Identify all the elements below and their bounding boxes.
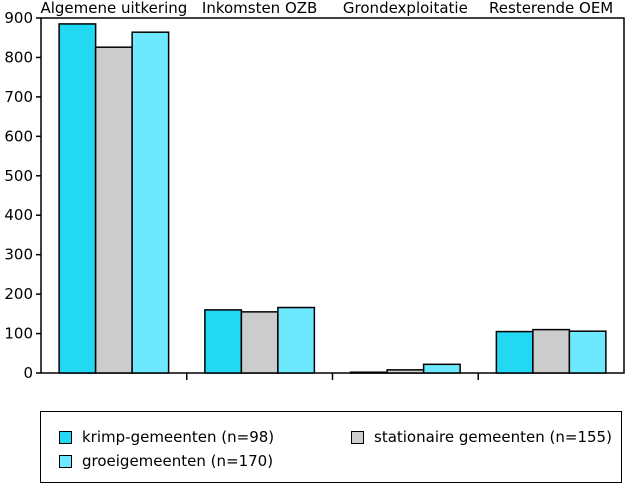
bar <box>94 46 133 374</box>
legend-item-groei: groeigemeenten (n=170) <box>59 452 273 470</box>
y-tick-label: 800 <box>4 48 33 66</box>
category-label: Algemene uitkering <box>40 0 187 17</box>
y-tick-label: 600 <box>4 127 33 145</box>
category-labels: Algemene uitkering Inkomsten OZB Grondexpl… <box>40 0 613 380</box>
legend-swatch-krimp <box>59 430 72 444</box>
legend-label-groei: groeigemeenten (n=170) <box>82 452 274 470</box>
legend-swatch-groei <box>59 454 72 468</box>
bar <box>277 306 316 374</box>
y-axis-ticks: 0 100 200 300 400 500 600 700 800 900 <box>4 9 41 382</box>
category-label: Inkomsten OZB <box>202 0 317 17</box>
y-tick-label: 200 <box>4 285 33 303</box>
bar <box>349 371 388 374</box>
legend: krimp-gemeenten (n=98) stationaire gemee… <box>40 411 622 483</box>
category-label: Resterende OEM <box>489 0 613 17</box>
bar <box>240 311 279 374</box>
bar <box>204 309 243 374</box>
bar <box>422 363 461 374</box>
bar <box>58 23 97 374</box>
category-label: Grondexploitatie <box>343 0 468 17</box>
y-tick-label: 300 <box>4 246 33 264</box>
y-tick-label: 0 <box>23 364 33 382</box>
y-tick-label: 100 <box>4 325 33 343</box>
legend-swatch-stationair <box>351 430 364 444</box>
legend-label-krimp: krimp-gemeenten (n=98) <box>82 428 275 446</box>
legend-label-stationair: stationaire gemeenten (n=155) <box>374 428 612 446</box>
y-tick-label: 500 <box>4 167 33 185</box>
bar <box>495 330 534 374</box>
legend-item-krimp: krimp-gemeenten (n=98) <box>59 428 274 446</box>
bar <box>568 330 607 374</box>
y-tick-label: 900 <box>4 9 33 27</box>
bar <box>131 31 170 374</box>
y-tick-label: 700 <box>4 88 33 106</box>
legend-item-stationair: stationaire gemeenten (n=155) <box>351 428 612 446</box>
bar <box>532 328 571 374</box>
y-tick-label: 400 <box>4 206 33 224</box>
bars <box>58 23 607 374</box>
bar <box>386 369 425 374</box>
